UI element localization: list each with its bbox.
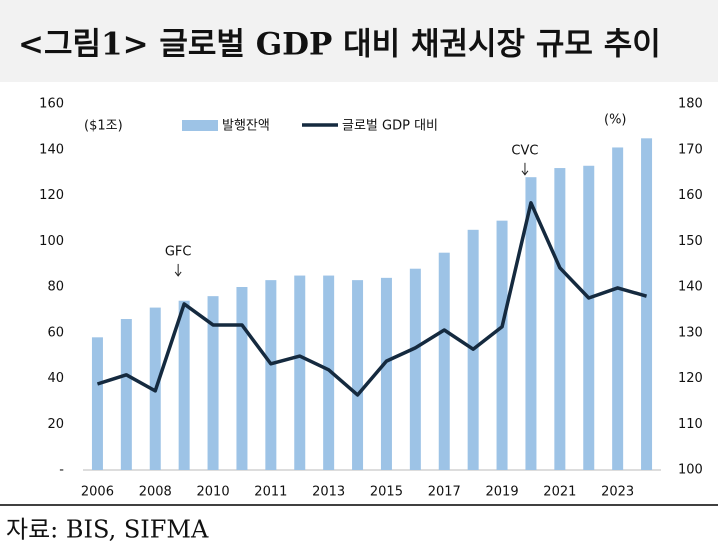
y-tick-label: 40 (47, 371, 64, 386)
x-tick-label: 2023 (601, 485, 634, 500)
x-tick-label: 2006 (81, 485, 114, 500)
y2-tick-label: 160 (678, 188, 703, 203)
annotation-arrowhead (174, 271, 182, 277)
y2-tick-label: 100 (678, 463, 703, 478)
bar (583, 165, 595, 470)
y2-tick-label: 110 (678, 417, 703, 432)
y-unit: ($1조) (84, 119, 123, 134)
title-band (0, 0, 718, 82)
bar (525, 177, 537, 470)
bar (380, 277, 392, 470)
source: 자료: BIS, SIFMA (6, 516, 209, 544)
y-tick-label: 80 (47, 280, 64, 295)
line (96, 201, 648, 397)
bar (612, 147, 624, 470)
legend-label: 발행잔액 (222, 118, 270, 134)
bar (265, 280, 277, 470)
annotation-arrowhead (521, 170, 529, 176)
y-tick-label: 140 (39, 142, 64, 157)
bar (641, 138, 653, 470)
y2-tick-label: 170 (678, 142, 703, 157)
y-tick-label: 100 (39, 234, 64, 249)
x-tick-label: 2013 (312, 485, 345, 500)
bar (178, 300, 190, 470)
bar (554, 168, 566, 471)
x-tick-label: 2008 (139, 485, 172, 500)
y-tick-label: 20 (47, 417, 64, 432)
x-tick-label: 2019 (486, 485, 519, 500)
y2-tick-label: 130 (678, 325, 703, 340)
bar (207, 296, 219, 470)
x-tick-label: 2021 (543, 485, 576, 500)
x-tick-label: 2017 (428, 485, 461, 500)
bar (496, 220, 508, 470)
y2-tick-label: 140 (678, 280, 703, 295)
bar (294, 275, 306, 470)
y-tick-label: 160 (39, 97, 64, 112)
bar (120, 319, 132, 470)
chart-title: <그림1> 글로벌 GDP 대비 채권시장 규모 추이 (18, 27, 661, 63)
bar (409, 268, 421, 470)
y-tick-label: - (59, 463, 64, 478)
y-tick-label: 120 (39, 188, 64, 203)
x-tick-label: 2010 (197, 485, 230, 500)
bar (236, 287, 248, 470)
bar (438, 252, 450, 470)
annotation: CVC (511, 143, 538, 158)
annotation: GFC (165, 244, 192, 259)
x-tick-label: 2011 (254, 485, 287, 500)
legend-swatch (182, 120, 218, 131)
y2-unit: (%) (604, 113, 627, 128)
legend-label: 글로벌 GDP 대비 (342, 119, 438, 134)
bar (91, 337, 103, 470)
y-tick-label: 60 (47, 325, 64, 340)
y2-tick-label: 120 (678, 371, 703, 386)
x-tick-label: 2015 (370, 485, 403, 500)
bar (352, 280, 364, 470)
bar (323, 275, 335, 470)
y2-tick-label: 180 (678, 97, 703, 112)
y2-tick-label: 150 (678, 234, 703, 249)
